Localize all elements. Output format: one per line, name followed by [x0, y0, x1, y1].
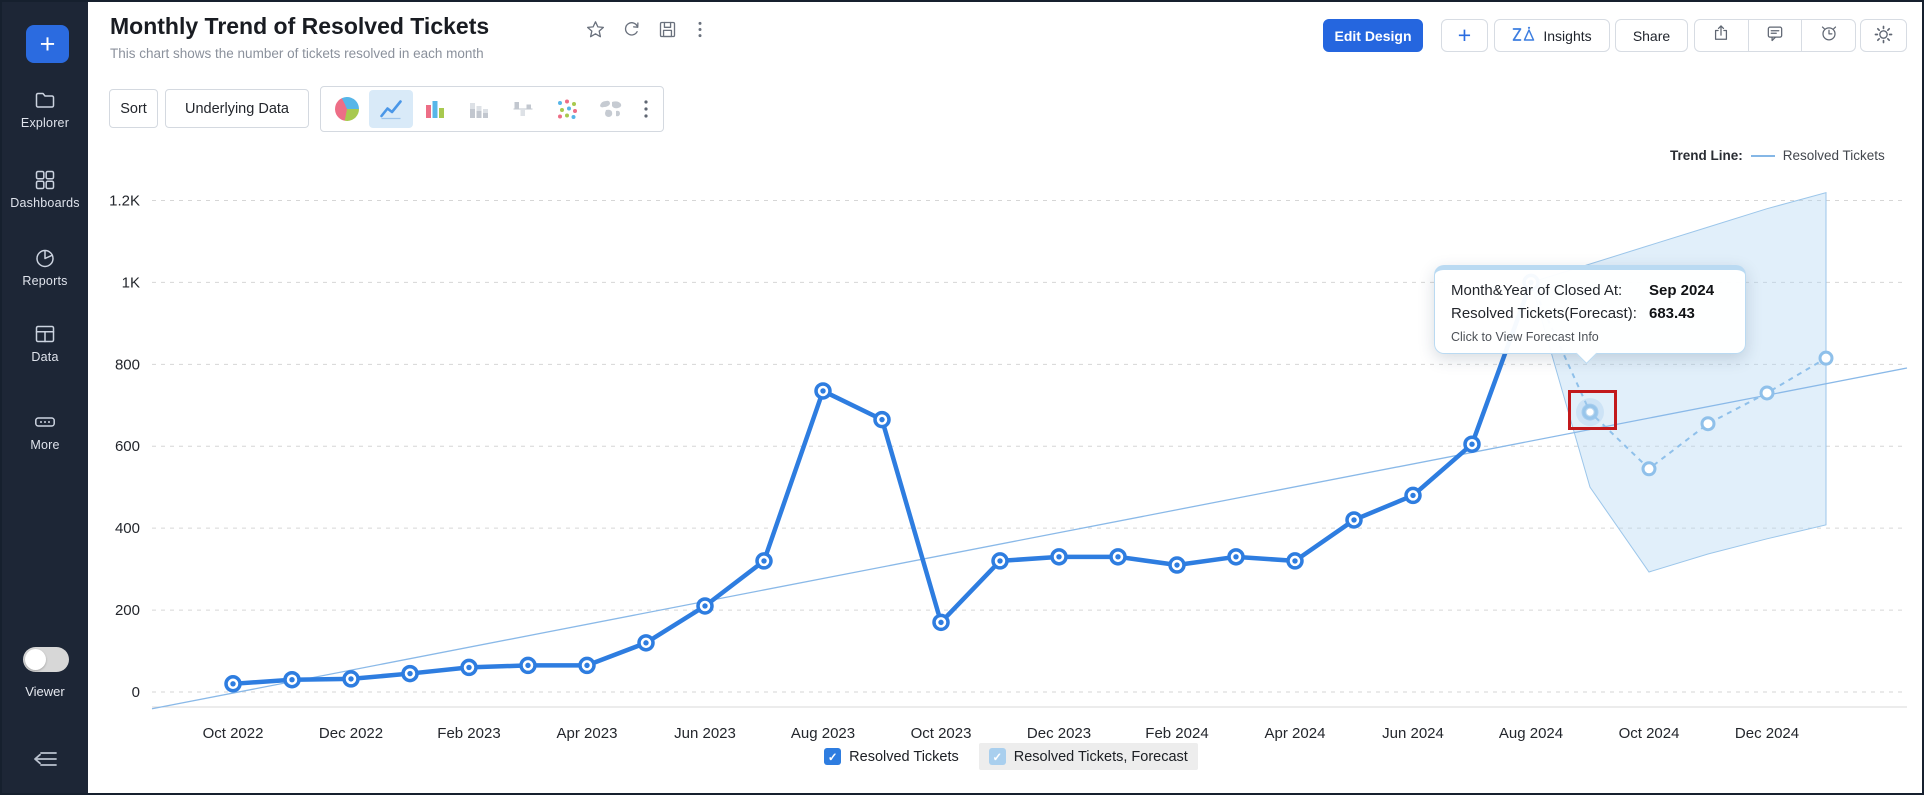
- tooltip-label: Month&Year of Closed At:: [1451, 282, 1623, 299]
- sort-button[interactable]: Sort: [109, 89, 158, 128]
- chart-type-more-icon[interactable]: [633, 90, 659, 128]
- settings-button[interactable]: [1860, 19, 1907, 52]
- chart-type-line-icon[interactable]: [369, 90, 413, 128]
- chart-type-pos-neg-bar-icon[interactable]: [501, 90, 545, 128]
- sidebar-create-button[interactable]: +: [26, 25, 69, 63]
- folder-icon: [2, 88, 88, 112]
- underlying-data-button[interactable]: Underlying Data: [165, 89, 309, 128]
- export-button[interactable]: [1695, 20, 1748, 51]
- sidebar-item-dashboards[interactable]: Dashboards: [2, 168, 88, 210]
- svg-text:Jun 2024: Jun 2024: [1382, 725, 1444, 742]
- legend-label: Resolved Tickets: [849, 748, 959, 765]
- legend-item-resolved-tickets-forecast[interactable]: ✓ Resolved Tickets, Forecast: [978, 743, 1198, 770]
- legend-item-resolved-tickets[interactable]: ✓ Resolved Tickets: [814, 743, 969, 770]
- comment-icon: [1765, 23, 1785, 48]
- tooltip-footer: Click to View Forecast Info: [1451, 330, 1599, 344]
- sidebar-item-label: More: [30, 438, 60, 452]
- gear-icon: [1873, 24, 1894, 48]
- chart-legend: ✓ Resolved Tickets ✓ Resolved Tickets, F…: [90, 743, 1922, 770]
- svg-text:Oct 2023: Oct 2023: [911, 725, 972, 742]
- scheduled-alerts-button[interactable]: [1801, 20, 1855, 51]
- tooltip-value: 683.43: [1649, 305, 1695, 322]
- svg-text:Oct 2022: Oct 2022: [203, 725, 264, 742]
- chart-type-stacked-bar-icon[interactable]: [457, 90, 501, 128]
- comments-button[interactable]: [1747, 20, 1802, 51]
- viewer-toggle-label: Viewer: [25, 684, 65, 699]
- highlighted-point-box: [1568, 390, 1617, 430]
- sidebar-item-reports[interactable]: Reports: [2, 246, 88, 288]
- svg-text:Dec 2023: Dec 2023: [1027, 725, 1091, 742]
- title-action-icons: [585, 19, 707, 45]
- svg-text:800: 800: [115, 356, 140, 373]
- svg-text:Oct 2024: Oct 2024: [1619, 725, 1680, 742]
- trend-line-legend-label: Trend Line:: [1670, 148, 1743, 163]
- share-button[interactable]: Share: [1615, 19, 1688, 52]
- sidebar-item-data[interactable]: Data: [2, 322, 88, 364]
- sidebar: + Explorer Dashboards Reports Data: [2, 2, 88, 793]
- favorite-star-icon[interactable]: [585, 19, 606, 45]
- data-table-icon: [2, 322, 88, 346]
- export-icon: [1711, 23, 1731, 48]
- trend-line-sample: [1750, 154, 1775, 157]
- legend-label: Resolved Tickets, Forecast: [1013, 748, 1188, 765]
- tooltip-label: Resolved Tickets(Forecast):: [1451, 305, 1637, 322]
- header-icon-group: [1694, 19, 1856, 52]
- svg-text:Aug 2023: Aug 2023: [791, 725, 855, 742]
- svg-text:1K: 1K: [122, 274, 140, 291]
- sidebar-item-label: Data: [31, 350, 59, 364]
- checkbox-checked-icon[interactable]: ✓: [824, 748, 842, 765]
- collapse-sidebar-icon[interactable]: [30, 746, 60, 777]
- edit-design-button[interactable]: Edit Design: [1323, 19, 1423, 52]
- chart-type-map-icon[interactable]: [589, 90, 633, 128]
- trend-chart[interactable]: 0 200 400 600 800 1K 1.2K Oct 2022 Dec 2022 Feb 2…: [90, 142, 1922, 795]
- more-icon: [2, 410, 88, 434]
- viewer-toggle[interactable]: [23, 647, 69, 672]
- insights-button-label: Insights: [1543, 27, 1592, 44]
- alarm-clock-icon: [1819, 23, 1839, 48]
- insights-button[interactable]: Insights: [1494, 19, 1610, 52]
- svg-text:Apr 2024: Apr 2024: [1265, 725, 1326, 742]
- svg-text:Feb 2024: Feb 2024: [1145, 725, 1208, 742]
- svg-text:600: 600: [115, 438, 140, 455]
- add-report-button[interactable]: +: [1441, 19, 1488, 52]
- svg-text:Dec 2022: Dec 2022: [319, 725, 383, 742]
- toggle-knob: [25, 649, 46, 670]
- kebab-menu-icon[interactable]: [693, 19, 707, 45]
- svg-text:200: 200: [115, 602, 140, 619]
- svg-text:0: 0: [132, 684, 140, 701]
- sidebar-item-label: Reports: [22, 274, 68, 288]
- reports-icon: [2, 246, 88, 270]
- sidebar-item-explorer[interactable]: Explorer: [2, 88, 88, 130]
- sidebar-item-label: Dashboards: [10, 196, 80, 210]
- chart-type-pie-icon[interactable]: [325, 90, 369, 128]
- chart-type-bar-icon[interactable]: [413, 90, 457, 128]
- svg-text:1.2K: 1.2K: [109, 192, 140, 209]
- svg-text:Dec 2024: Dec 2024: [1735, 725, 1799, 742]
- page-subtitle: This chart shows the number of tickets r…: [110, 46, 484, 61]
- tooltip-row: Resolved Tickets(Forecast): 683.43: [1451, 305, 1729, 322]
- zia-insights-icon: [1512, 26, 1536, 46]
- chart-type-switcher: [320, 86, 664, 132]
- page-title: Monthly Trend of Resolved Tickets: [110, 13, 490, 39]
- tooltip-row: Month&Year of Closed At: Sep 2024: [1451, 282, 1729, 299]
- sidebar-item-more[interactable]: More: [2, 410, 88, 452]
- sidebar-item-label: Explorer: [20, 116, 70, 130]
- forecast-tooltip: Month&Year of Closed At: Sep 2024 Resolv…: [1434, 265, 1746, 354]
- svg-text:Aug 2024: Aug 2024: [1499, 725, 1563, 742]
- svg-text:Jun 2023: Jun 2023: [674, 725, 736, 742]
- svg-text:Apr 2023: Apr 2023: [557, 725, 618, 742]
- trend-line-legend: Trend Line: Resolved Tickets: [1670, 148, 1885, 163]
- dashboards-icon: [2, 168, 88, 192]
- svg-text:400: 400: [115, 520, 140, 537]
- refresh-icon[interactable]: [621, 19, 642, 45]
- tooltip-value: Sep 2024: [1649, 282, 1715, 299]
- chart-type-scatter-icon[interactable]: [545, 90, 589, 128]
- svg-text:Feb 2023: Feb 2023: [437, 725, 500, 742]
- save-icon[interactable]: [657, 19, 678, 45]
- checkbox-checked-icon[interactable]: ✓: [988, 748, 1006, 765]
- trend-line-series-name: Resolved Tickets: [1782, 148, 1885, 163]
